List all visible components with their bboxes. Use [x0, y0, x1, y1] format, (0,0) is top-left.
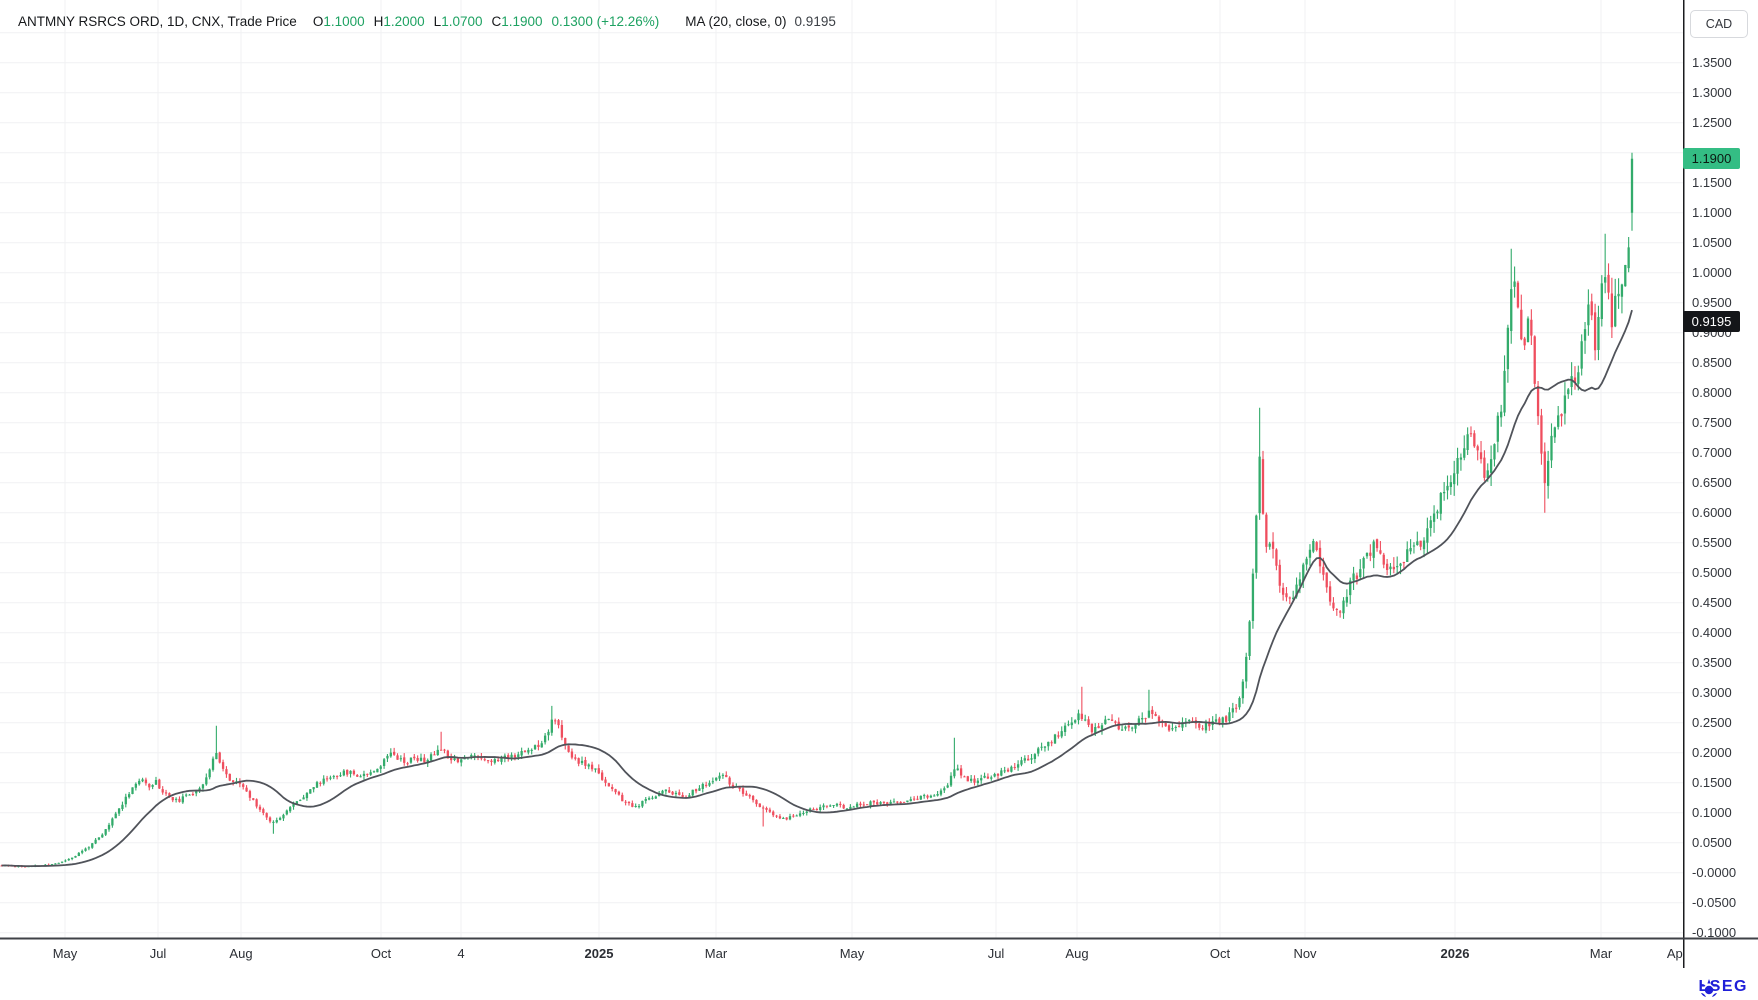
- price-axis-label: 0.6500: [1692, 474, 1732, 490]
- time-axis-label: Oct: [1209, 946, 1231, 961]
- time-axis-label: Mar: [704, 946, 728, 961]
- ma-price-badge: 0.9195: [1683, 310, 1740, 332]
- lseg-crest-icon: [1700, 979, 1719, 997]
- price-axis-label: 0.3500: [1692, 654, 1732, 670]
- change-value: 0.1300 (+12.26%): [551, 14, 660, 29]
- price-axis-label: 0.4500: [1692, 594, 1732, 610]
- price-axis-label: 0.0500: [1692, 834, 1732, 850]
- time-axis-label: 2026: [1440, 946, 1470, 961]
- price-axis-label: -0.1000: [1692, 924, 1737, 940]
- price-axis-label: 0.1500: [1692, 774, 1732, 790]
- time-axis-label: 4: [457, 946, 465, 961]
- currency-badge[interactable]: CAD: [1690, 10, 1748, 38]
- ma-price-value: 0.9195: [1691, 313, 1732, 329]
- price-axis-label: 0.7500: [1692, 414, 1732, 430]
- price-axis-label: 1.3000: [1692, 84, 1732, 100]
- last-price-value: 1.1900: [1691, 151, 1732, 167]
- time-axis-label: 2025: [584, 946, 614, 961]
- price-axis-label: 0.5500: [1692, 534, 1732, 550]
- price-axis-label: 0.8500: [1692, 354, 1732, 370]
- symbol-title[interactable]: ANTMNY RSRCS ORD, 1D, CNX, Trade Price: [18, 14, 297, 29]
- price-axis-label: 0.9500: [1692, 294, 1732, 310]
- ma-indicator-value: 0.9195: [794, 14, 836, 29]
- price-axis-label: 0.6000: [1692, 504, 1732, 520]
- time-axis-label: Jul: [149, 946, 167, 961]
- time-axis-label: Jul: [987, 946, 1005, 961]
- price-axis-label: 1.0500: [1692, 234, 1732, 250]
- time-axis-label: May: [839, 946, 865, 961]
- price-axis-label: 0.2000: [1692, 744, 1732, 760]
- time-axis-label: Nov: [1293, 946, 1317, 961]
- ohlc-high: H1.2000: [373, 14, 425, 29]
- price-axis[interactable]: 1.35001.30001.25001.20001.15001.10001.05…: [1683, 0, 1758, 940]
- price-axis-label: 0.1000: [1692, 804, 1732, 820]
- price-axis-label: 1.1500: [1692, 174, 1732, 190]
- ohlc-low: L1.0700: [433, 14, 483, 29]
- price-axis-label: 1.2500: [1692, 114, 1732, 130]
- time-axis-label: Aug: [229, 946, 253, 961]
- ohlc-close: C1.1900: [491, 14, 543, 29]
- price-axis-label: 0.5000: [1692, 564, 1732, 580]
- price-axis-label: -0.0000: [1692, 864, 1737, 880]
- ohlc-open: O1.1000: [312, 14, 365, 29]
- price-axis-label: 0.2500: [1692, 714, 1732, 730]
- time-axis-label: Apr: [1666, 946, 1684, 961]
- ma-indicator-label[interactable]: MA (20, close, 0): [685, 14, 787, 29]
- price-axis-label: 0.8000: [1692, 384, 1732, 400]
- lseg-branding: LSEG: [1698, 978, 1748, 997]
- time-axis-label: Mar: [1589, 946, 1613, 961]
- price-axis-label: 0.7000: [1692, 444, 1732, 460]
- time-axis-label: Aug: [1065, 946, 1089, 961]
- price-axis-label: 1.0000: [1692, 264, 1732, 280]
- currency-label: CAD: [1705, 17, 1733, 31]
- price-axis-label: -0.0500: [1692, 894, 1737, 910]
- price-axis-label: 1.3500: [1692, 54, 1732, 70]
- time-axis-label: Oct: [370, 946, 392, 961]
- price-axis-label: 1.1000: [1692, 204, 1732, 220]
- last-price-badge: 1.1900: [1683, 148, 1740, 170]
- price-axis-label: 0.3000: [1692, 684, 1732, 700]
- chart-legend: ANTMNY RSRCS ORD, 1D, CNX, Trade Price O…: [18, 14, 836, 29]
- time-axis-label: May: [52, 946, 78, 961]
- price-axis-label: 0.4000: [1692, 624, 1732, 640]
- time-axis[interactable]: May Jul Aug Oct 4 2025 Mar May Jul Aug Oct Nov 2026 M…: [0, 938, 1684, 968]
